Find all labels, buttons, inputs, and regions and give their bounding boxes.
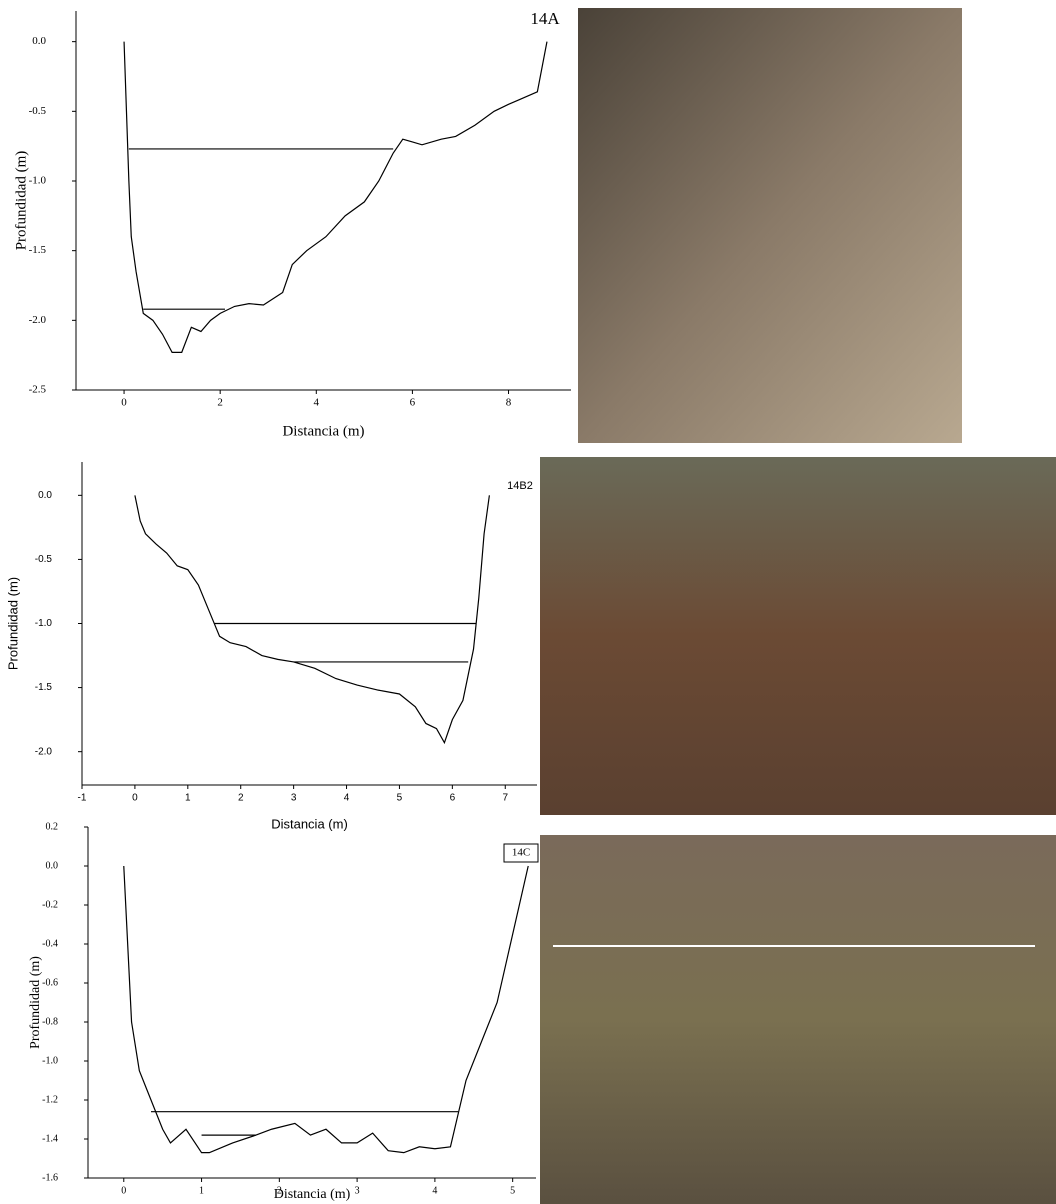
photo bbox=[540, 457, 1056, 815]
y-axis-label: Profundidad (m) bbox=[13, 151, 29, 251]
y-tick-label: -1.5 bbox=[35, 682, 53, 693]
y-tick-label: -0.6 bbox=[42, 977, 58, 988]
y-tick-label: -1.0 bbox=[42, 1055, 58, 1066]
photo bbox=[578, 8, 962, 443]
annotation: 14C bbox=[512, 847, 530, 859]
y-tick-label: -0.2 bbox=[42, 899, 58, 910]
y-tick-label: -1.0 bbox=[35, 618, 53, 629]
profile-line bbox=[134, 495, 490, 745]
profile-line bbox=[123, 41, 548, 353]
x-tick-label: 3 bbox=[291, 793, 297, 804]
x-tick-label: -1 bbox=[78, 793, 87, 804]
x-tick-label: 8 bbox=[506, 397, 512, 409]
y-tick-label: 0.0 bbox=[46, 860, 59, 871]
x-tick-label: 2 bbox=[217, 397, 223, 409]
x-tick-label: 0 bbox=[121, 397, 127, 409]
x-tick-label: 0 bbox=[132, 793, 138, 804]
x-tick-label: 7 bbox=[502, 793, 508, 804]
x-tick-label: 2 bbox=[238, 793, 244, 804]
x-tick-label: 0 bbox=[121, 1185, 126, 1196]
y-tick-label: -2.5 bbox=[29, 384, 47, 396]
y-tick-label: -1.5 bbox=[29, 244, 47, 256]
x-tick-label: 2 bbox=[277, 1185, 282, 1196]
x-tick-label: 1 bbox=[185, 793, 191, 804]
photo bbox=[540, 835, 1056, 1204]
x-axis-label: Distancia (m) bbox=[271, 816, 348, 831]
x-tick-label: 5 bbox=[397, 793, 403, 804]
x-tick-label: 4 bbox=[432, 1185, 437, 1196]
y-tick-label: -0.4 bbox=[42, 938, 58, 949]
y-tick-label: 0.0 bbox=[32, 35, 46, 47]
y-tick-label: -2.0 bbox=[29, 314, 47, 326]
x-tick-label: 6 bbox=[450, 793, 456, 804]
x-axis-label: Distancia (m) bbox=[282, 423, 364, 439]
y-axis-label: Profundidad (m) bbox=[5, 577, 20, 670]
y-tick-label: 0.0 bbox=[38, 490, 52, 501]
x-tick-label: 5 bbox=[510, 1185, 515, 1196]
y-axis-label: Profundidad (m) bbox=[28, 956, 43, 1049]
x-tick-label: 3 bbox=[355, 1185, 360, 1196]
x-tick-label: 4 bbox=[314, 397, 320, 409]
y-tick-label: -1.0 bbox=[29, 175, 47, 187]
annotation: 14B2 bbox=[507, 480, 533, 492]
x-tick-label: 1 bbox=[199, 1185, 204, 1196]
x-tick-label: 4 bbox=[344, 793, 350, 804]
y-tick-label: -2.0 bbox=[35, 746, 53, 757]
annotation: 14A bbox=[530, 9, 560, 28]
y-tick-label: -0.5 bbox=[35, 554, 53, 565]
x-axis-label: Distancia (m) bbox=[274, 1187, 351, 1202]
y-tick-label: -1.4 bbox=[42, 1133, 58, 1144]
annotation-box bbox=[503, 843, 539, 863]
profile-line bbox=[123, 865, 529, 1154]
y-tick-label: -0.8 bbox=[42, 1016, 58, 1027]
x-tick-label: 6 bbox=[410, 397, 416, 409]
y-tick-label: 0.2 bbox=[46, 821, 59, 832]
y-tick-label: -1.6 bbox=[42, 1172, 58, 1183]
y-tick-label: -1.2 bbox=[42, 1094, 58, 1105]
y-tick-label: -0.5 bbox=[29, 105, 47, 117]
